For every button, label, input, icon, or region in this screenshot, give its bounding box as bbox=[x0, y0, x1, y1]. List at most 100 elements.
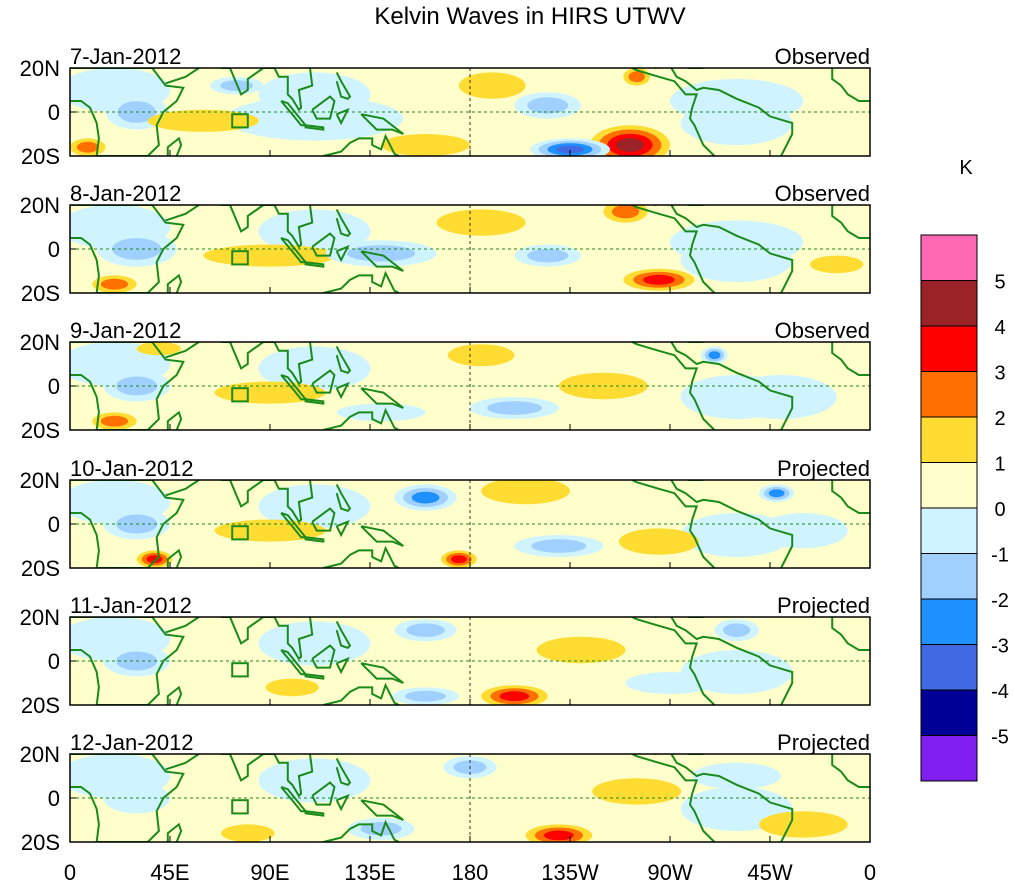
y-tick-label: 20S bbox=[21, 281, 60, 306]
anomaly-contour bbox=[221, 824, 275, 842]
y-tick-label: 20S bbox=[21, 556, 60, 581]
colorbar-label: 5 bbox=[994, 272, 1005, 294]
coastline bbox=[70, 205, 185, 293]
colorbar-label: 3 bbox=[994, 363, 1005, 385]
coastline bbox=[166, 273, 183, 293]
panel-7-Jan-2012: 7-Jan-2012 Observed 20N 0 20S bbox=[20, 44, 871, 169]
anomaly-contour bbox=[76, 141, 99, 153]
coastline bbox=[311, 369, 336, 394]
coastline bbox=[631, 480, 716, 568]
anomaly-contour bbox=[136, 342, 182, 356]
coastline bbox=[335, 208, 352, 237]
anomaly-contour bbox=[722, 623, 751, 637]
anomaly-contour bbox=[692, 762, 782, 790]
colorbar-label: -5 bbox=[991, 727, 1009, 749]
coastline bbox=[165, 205, 200, 222]
coastline bbox=[360, 250, 404, 272]
x-tick-label: 90E bbox=[250, 860, 289, 885]
panel-kind: Projected bbox=[777, 730, 870, 755]
coastline bbox=[70, 754, 185, 842]
panel-date: 7-Jan-2012 bbox=[70, 44, 181, 69]
y-tick-label: 20N bbox=[20, 330, 60, 355]
anomaly-contour bbox=[758, 811, 848, 838]
anomaly-contour bbox=[556, 145, 584, 154]
anomaly-contour bbox=[447, 344, 515, 367]
x-tick-label: 135E bbox=[344, 860, 395, 885]
coastline bbox=[166, 822, 183, 842]
coastline bbox=[360, 662, 404, 684]
x-tick-label: 45W bbox=[747, 860, 792, 885]
coastline bbox=[280, 374, 308, 401]
coastline bbox=[304, 810, 325, 817]
anomaly-contour bbox=[527, 248, 569, 263]
coastline bbox=[831, 68, 870, 102]
region-box bbox=[231, 662, 249, 678]
anomaly-contour bbox=[611, 205, 640, 219]
colorbar-swatch bbox=[920, 234, 978, 281]
chart-title: Kelvin Waves in HIRS UTWV bbox=[374, 3, 685, 30]
panel-10-Jan-2012: 10-Jan-2012 Projected 20N 0 20S bbox=[20, 456, 871, 581]
colorbar-swatch bbox=[920, 280, 978, 327]
y-tick-label: 0 bbox=[48, 512, 60, 537]
coastline bbox=[831, 754, 870, 788]
colorbar-swatch bbox=[920, 598, 978, 645]
anomaly-contour bbox=[450, 555, 467, 564]
coastline bbox=[831, 480, 870, 514]
coastline bbox=[323, 133, 400, 156]
coastline bbox=[70, 617, 185, 705]
panel-date: 10-Jan-2012 bbox=[70, 456, 194, 481]
coastline bbox=[280, 649, 308, 676]
anomaly-contour bbox=[670, 79, 804, 123]
anomaly-contour bbox=[592, 778, 682, 805]
coastline bbox=[311, 507, 336, 532]
anomaly-contour bbox=[725, 375, 837, 419]
region-box bbox=[231, 250, 249, 266]
coastline bbox=[165, 754, 200, 771]
coastline bbox=[166, 410, 183, 430]
colorbar-swatch bbox=[920, 553, 978, 600]
anomaly-contour bbox=[708, 351, 721, 360]
coastline bbox=[654, 480, 794, 568]
panel-kind: Projected bbox=[777, 456, 870, 481]
coastline bbox=[280, 237, 308, 264]
colorbar-units: K bbox=[959, 157, 973, 179]
panel-date: 8-Jan-2012 bbox=[70, 181, 181, 206]
colorbar-swatch bbox=[920, 644, 978, 691]
coastline bbox=[360, 113, 404, 135]
colorbar: 5 4 3 2 1 0 -1 -2 -3 -4 -5 bbox=[920, 234, 1009, 782]
coastline bbox=[311, 95, 336, 120]
colorbar-label: 4 bbox=[994, 317, 1005, 339]
coastline bbox=[323, 270, 400, 293]
y-tick-label: 20N bbox=[20, 193, 60, 218]
anomaly-contour bbox=[499, 691, 530, 702]
coastline bbox=[166, 136, 183, 156]
anomaly-contour bbox=[643, 274, 675, 285]
anomaly-contour bbox=[616, 138, 644, 152]
y-tick-label: 20N bbox=[20, 56, 60, 81]
panel-kind: Observed bbox=[775, 181, 870, 206]
coastline bbox=[70, 68, 185, 156]
x-tick-label: 0 bbox=[64, 860, 76, 885]
coastline bbox=[165, 342, 200, 359]
anomaly-contour bbox=[436, 209, 526, 236]
coastline bbox=[280, 100, 308, 127]
coastline bbox=[654, 205, 794, 293]
panel-12-Jan-2012: 12-Jan-2012 Projected 20N 0 20S bbox=[20, 730, 871, 855]
coastline bbox=[335, 483, 352, 512]
anomaly-contour bbox=[758, 513, 848, 549]
coastline bbox=[280, 786, 308, 813]
anomaly-contour bbox=[768, 489, 785, 498]
panel-11-Jan-2012: 11-Jan-2012 Projected 20N 0 20S bbox=[20, 593, 871, 718]
coastline bbox=[323, 819, 400, 842]
anomaly-contour bbox=[458, 72, 526, 99]
coastline bbox=[311, 232, 336, 257]
anomaly-contour bbox=[336, 403, 426, 422]
coastline bbox=[360, 387, 404, 409]
anomaly-contour bbox=[214, 381, 326, 404]
coastline bbox=[631, 617, 716, 705]
anomaly-contour bbox=[628, 71, 645, 83]
colorbar-label: 1 bbox=[994, 454, 1005, 476]
coastline bbox=[335, 757, 352, 786]
anomaly-contour bbox=[265, 678, 319, 697]
coastline bbox=[360, 799, 404, 821]
